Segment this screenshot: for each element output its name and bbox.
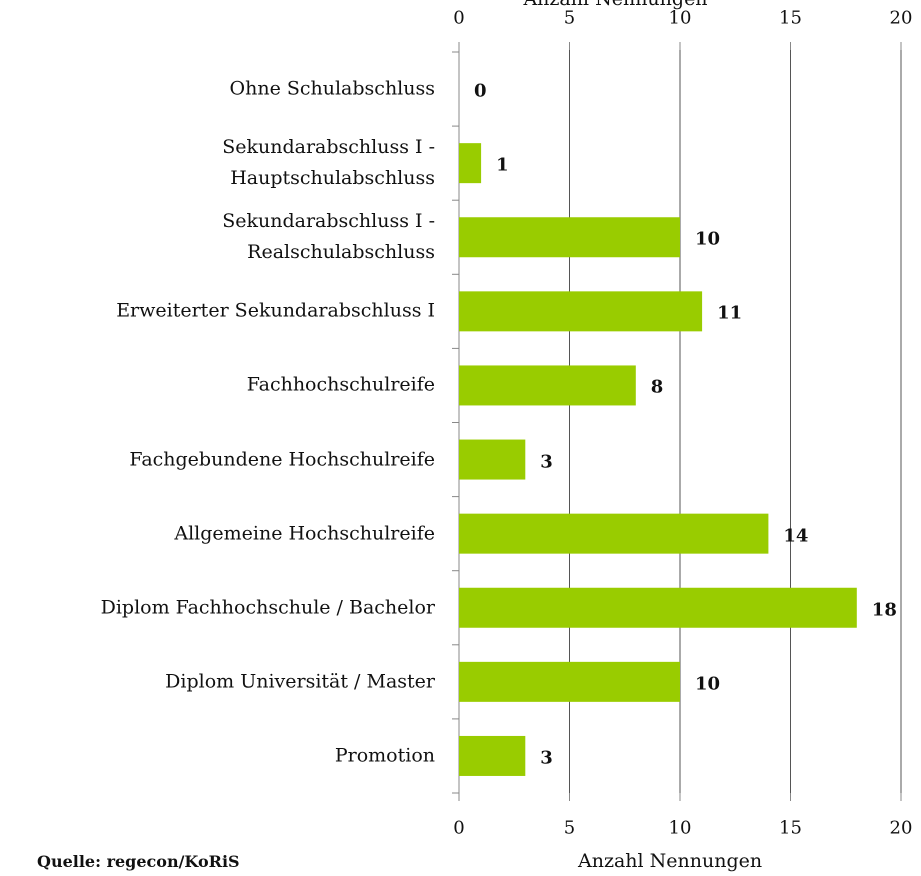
y-tick-label: Sekundarabschluss I - Hauptschulabschlus… (222, 136, 435, 190)
x-tick-label-top: 20 (889, 7, 913, 29)
bar (459, 217, 680, 258)
y-tick-label: Ohne Schulabschluss (229, 77, 435, 100)
value-label: 3 (540, 747, 553, 769)
bar (459, 513, 769, 554)
y-tick-label: Fachhochschulreife (246, 373, 435, 396)
x-tick-label: 0 (453, 817, 465, 839)
bar (459, 439, 526, 480)
x-tick-label-top: 10 (668, 7, 692, 29)
y-tick-label: Erweiterter Sekundarabschluss I (116, 299, 435, 322)
x-tick-label: 15 (779, 817, 802, 839)
y-tick-label: Allgemeine Hochschulreife (174, 522, 435, 545)
source-note: Quelle: regecon/KoRiS (37, 852, 240, 871)
value-label: 1 (496, 154, 509, 176)
x-axis-title: Anzahl Nennungen (578, 850, 763, 872)
x-axis-title-top: Anzahl Nennungen (0, 0, 921, 15)
value-label: 10 (695, 228, 721, 250)
value-label: 0 (474, 80, 487, 102)
value-label: 10 (695, 673, 721, 695)
value-label: 8 (650, 376, 664, 398)
bar (459, 661, 680, 702)
bar (459, 143, 482, 184)
x-tick-label: 5 (563, 817, 576, 839)
x-tick-label-top: 5 (563, 7, 576, 29)
bar (459, 365, 636, 406)
x-tick-label: 20 (889, 817, 913, 839)
value-label: 11 (717, 302, 743, 324)
x-tick-label-top: 0 (453, 7, 465, 29)
y-tick-label: Diplom Universität / Master (165, 670, 435, 693)
bar (459, 587, 857, 628)
y-tick-label: Fachgebundene Hochschulreife (129, 448, 435, 471)
y-tick-label: Promotion (334, 744, 435, 767)
value-label: 14 (783, 525, 809, 547)
value-label: 18 (871, 599, 897, 621)
bar (459, 735, 526, 776)
value-label: 3 (540, 451, 553, 473)
y-tick-label: Diplom Fachhochschule / Bachelor (100, 596, 435, 619)
x-tick-label: 10 (668, 817, 692, 839)
x-tick-label-top: 15 (779, 7, 802, 29)
y-tick-label: Sekundarabschluss I - Realschulabschluss (222, 210, 435, 264)
bar (459, 291, 703, 332)
